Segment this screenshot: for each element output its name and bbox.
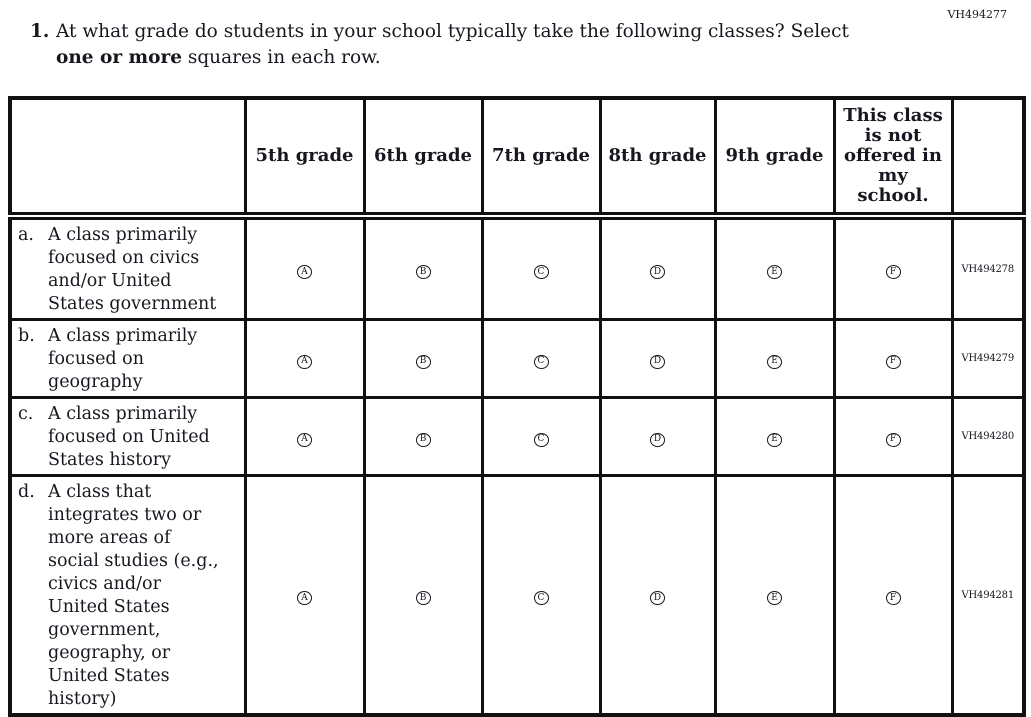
header-row: 5th grade 6th grade 7th grade 8th grade … (8, 96, 1026, 220)
row-b-option-cell-F[interactable]: F (832, 318, 954, 399)
row-label: d. (18, 482, 35, 502)
row-a-option-cell-A[interactable]: A (243, 214, 366, 321)
header-blank (8, 96, 247, 220)
row-label: a. (18, 225, 34, 245)
row-d-description: d. A class that integrates two or more a… (8, 474, 247, 717)
row-label: b. (18, 326, 35, 346)
row-text: A class primarily focused on geography (48, 326, 198, 392)
bubble-E[interactable]: E (767, 591, 782, 606)
question-number: 1. (30, 21, 50, 42)
question-line1: At what grade do students in your school… (56, 21, 849, 42)
bubble-F[interactable]: F (885, 265, 901, 280)
bubble-D[interactable]: D (650, 591, 665, 606)
bubble-A[interactable]: A (297, 265, 312, 280)
header-9th-grade: 9th grade (713, 96, 836, 220)
row-a-option-cell-F[interactable]: F (832, 214, 954, 321)
bubble-C[interactable]: C (533, 591, 549, 606)
row-a-option-cell-D[interactable]: D (598, 214, 717, 321)
bubble-E[interactable]: E (767, 354, 782, 369)
bubble-F[interactable]: F (885, 591, 901, 606)
row-c-option-cell-D[interactable]: D (598, 396, 717, 477)
row-c-option-cell-F[interactable]: F (832, 396, 954, 477)
bubble-B[interactable]: B (415, 265, 431, 280)
bubble-D[interactable]: D (650, 265, 665, 280)
bubble-B[interactable]: B (415, 591, 431, 606)
row-c-description: c. A class primarily focused on United S… (8, 396, 247, 477)
row-a-accession-code: VH494278 (950, 214, 1026, 321)
table-row-a: a. A class primarily focused on civics a… (8, 214, 1026, 321)
row-b-option-cell-D[interactable]: D (598, 318, 717, 399)
question-1: 1. At what grade do students in your sch… (30, 19, 930, 71)
table-row-d: d. A class that integrates two or more a… (8, 474, 1026, 717)
bubble-C[interactable]: C (533, 354, 549, 369)
table-row-b: b. A class primarily focused on geograph… (8, 318, 1026, 399)
bubble-C[interactable]: C (533, 265, 549, 280)
question-bold-phrase: one or more (56, 47, 182, 68)
header-8th-grade: 8th grade (598, 96, 717, 220)
bubble-F[interactable]: F (885, 354, 901, 369)
row-d-option-cell-D[interactable]: D (598, 474, 717, 717)
row-b-option-cell-A[interactable]: A (243, 318, 366, 399)
bubble-A[interactable]: A (297, 354, 312, 369)
row-c-option-cell-C[interactable]: C (480, 396, 602, 477)
header-6th-grade: 6th grade (362, 96, 484, 220)
question-line2-rest: squares in each row. (181, 47, 381, 68)
row-text: A class primarily focused on civics and/… (48, 225, 217, 314)
row-d-accession-code: VH494281 (950, 474, 1026, 717)
header-not-offered: This class is not offered in my school. (832, 96, 954, 220)
row-d-option-cell-E[interactable]: E (713, 474, 836, 717)
row-d-option-cell-C[interactable]: C (480, 474, 602, 717)
row-a-option-cell-C[interactable]: C (480, 214, 602, 321)
row-a-option-cell-B[interactable]: B (362, 214, 484, 321)
header-7th-grade: 7th grade (480, 96, 602, 220)
row-a-option-cell-E[interactable]: E (713, 214, 836, 321)
bubble-A[interactable]: A (297, 591, 312, 606)
row-c-option-cell-B[interactable]: B (362, 396, 484, 477)
question-text: At what grade do students in your school… (56, 19, 849, 71)
row-b-accession-code: VH494279 (950, 318, 1026, 399)
bubble-E[interactable]: E (767, 265, 782, 280)
bubble-E[interactable]: E (767, 432, 782, 447)
row-text: A class that integrates two or more area… (48, 482, 219, 709)
row-d-option-cell-A[interactable]: A (243, 474, 366, 717)
bubble-A[interactable]: A (297, 432, 312, 447)
bubble-B[interactable]: B (415, 432, 431, 447)
bubble-F[interactable]: F (885, 432, 901, 447)
row-text: A class primarily focused on United Stat… (48, 404, 210, 470)
row-b-option-cell-C[interactable]: C (480, 318, 602, 399)
row-b-option-cell-B[interactable]: B (362, 318, 484, 399)
row-c-option-cell-A[interactable]: A (243, 396, 366, 477)
row-b-option-cell-E[interactable]: E (713, 318, 836, 399)
bubble-D[interactable]: D (650, 354, 665, 369)
bubble-B[interactable]: B (415, 354, 431, 369)
header-5th-grade: 5th grade (243, 96, 366, 220)
row-a-description: a. A class primarily focused on civics a… (8, 214, 247, 321)
row-b-description: b. A class primarily focused on geograph… (8, 318, 247, 399)
bubble-C[interactable]: C (533, 432, 549, 447)
header-code-blank (950, 96, 1026, 220)
bubble-D[interactable]: D (650, 432, 665, 447)
question-grid-table: 5th grade 6th grade 7th grade 8th grade … (8, 96, 1026, 717)
row-label: c. (18, 404, 34, 424)
page-accession-code: VH494277 (947, 8, 1007, 21)
row-d-option-cell-B[interactable]: B (362, 474, 484, 717)
table-row-c: c. A class primarily focused on United S… (8, 396, 1026, 477)
row-d-option-cell-F[interactable]: F (832, 474, 954, 717)
row-c-accession-code: VH494280 (950, 396, 1026, 477)
row-c-option-cell-E[interactable]: E (713, 396, 836, 477)
